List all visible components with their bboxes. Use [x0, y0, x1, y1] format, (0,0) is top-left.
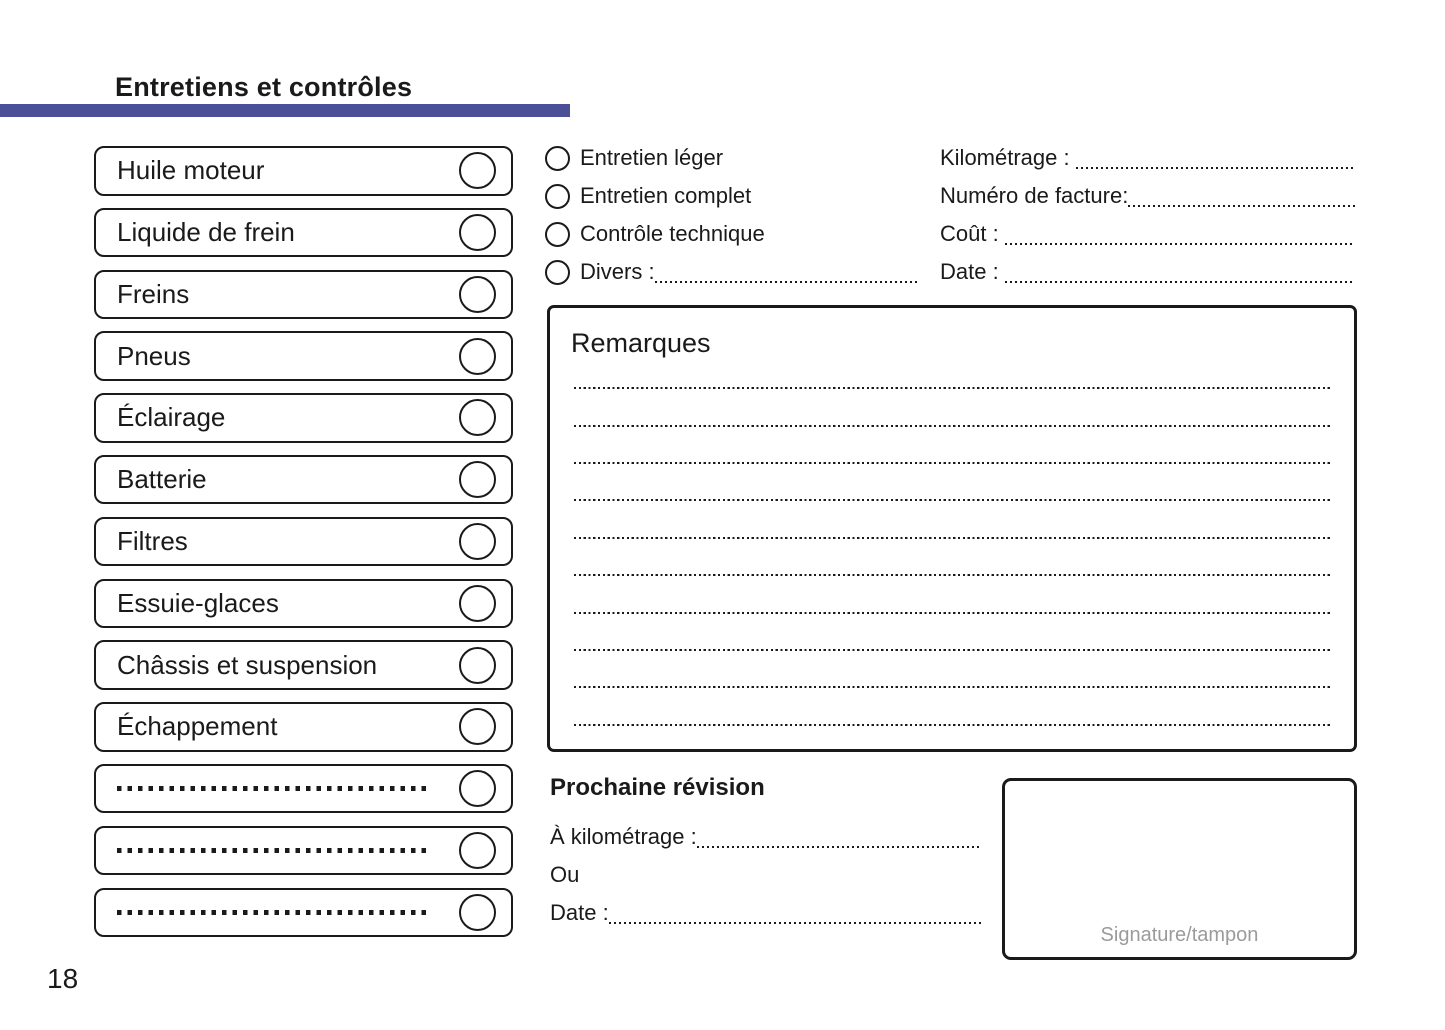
checkbox-circle[interactable] — [459, 399, 496, 437]
page-title: Entretiens et contrôles — [115, 72, 413, 102]
field-label: Date : — [550, 900, 609, 925]
option-divers: Divers : — [545, 253, 917, 291]
write-in-leader-line — [1128, 204, 1355, 207]
write-in-leader-line — [1004, 280, 1355, 283]
service-type-options: Entretien léger Entretien complet Contrô… — [545, 139, 917, 291]
radio-circle[interactable] — [545, 183, 570, 209]
remarks-lines — [574, 352, 1330, 726]
checklist-row-liquide-de-frein: Liquide de frein — [94, 207, 513, 258]
write-in-leader-line — [1004, 242, 1355, 245]
field-label: À kilométrage : — [550, 824, 697, 849]
blank-write-in-line — [117, 909, 429, 915]
field-kilometrage: Kilométrage : — [940, 139, 1355, 177]
option-label: Entretien léger — [580, 145, 724, 170]
checkbox-circle[interactable] — [459, 337, 496, 375]
field-numero-de-facture: Numéro de facture: — [940, 177, 1355, 215]
checkbox-circle[interactable] — [459, 646, 496, 684]
write-in-leader-line — [696, 845, 982, 848]
option-controle-technique: Contrôle technique — [545, 215, 917, 253]
invoice-fields: Kilométrage : Numéro de facture: Coût : … — [940, 139, 1355, 291]
checkbox-circle[interactable] — [459, 214, 496, 252]
checklist-row-filtres: Filtres — [94, 516, 513, 567]
checkbox-circle[interactable] — [459, 893, 496, 931]
remark-line — [574, 651, 1330, 689]
checklist-item-label: Éclairage — [117, 402, 226, 433]
option-label: Divers : — [580, 259, 655, 284]
write-in-leader-line — [608, 921, 982, 924]
option-label: Entretien complet — [580, 183, 752, 208]
checkbox-circle[interactable] — [459, 523, 496, 561]
option-entretien-leger: Entretien léger — [545, 139, 917, 177]
signature-stamp-area: Signature/tampon — [1002, 778, 1357, 960]
remark-line — [574, 352, 1330, 390]
checklist-item-label: Échappement — [117, 711, 278, 742]
field-label: Date : — [940, 259, 1005, 284]
field-label: Kilométrage : — [940, 145, 1076, 170]
remarks-box: Remarques — [547, 305, 1357, 752]
remark-line — [574, 389, 1330, 427]
checklist-row-chassis-et-suspension: Châssis et suspension — [94, 640, 513, 690]
field-cout: Coût : — [940, 215, 1355, 253]
checkbox-circle[interactable] — [459, 708, 496, 746]
next-service-ou: Ou — [550, 856, 982, 894]
checkbox-circle[interactable] — [459, 584, 496, 622]
page-number: 18 — [47, 963, 79, 994]
option-entretien-complet: Entretien complet — [545, 177, 917, 215]
remark-line — [574, 426, 1330, 465]
remark-line — [574, 464, 1330, 502]
checkbox-circle[interactable] — [459, 461, 496, 499]
blank-write-in-line — [117, 848, 429, 854]
field-label: Ou — [550, 862, 580, 887]
field-label: Coût : — [940, 221, 1005, 246]
radio-circle[interactable] — [545, 145, 570, 171]
next-service-title: Prochaine révision — [550, 774, 765, 801]
write-in-leader-line — [1075, 166, 1355, 169]
remark-line — [574, 538, 1330, 577]
radio-circle[interactable] — [545, 259, 570, 285]
checklist-item-label: Essuie-glaces — [117, 587, 279, 618]
option-label: Contrôle technique — [580, 221, 765, 246]
checklist-item-label: Châssis et suspension — [117, 649, 378, 680]
signature-stamp-label: Signature/tampon — [1100, 924, 1259, 946]
checklist-row-eclairage: Éclairage — [94, 393, 513, 443]
checklist-item-label: Liquide de frein — [117, 217, 295, 248]
checklist-row-freins: Freins — [94, 269, 513, 320]
checklist-row-essuie-glaces: Essuie-glaces — [94, 578, 513, 629]
remark-line — [574, 501, 1330, 539]
checklist-row-blank-3 — [94, 887, 513, 938]
checklist-row-blank-1 — [94, 763, 513, 814]
checklist-item-label: Pneus — [117, 340, 191, 371]
checklist-item-label: Batterie — [117, 464, 207, 495]
checklist-item-label: Freins — [117, 278, 190, 309]
next-service-kilometrage: À kilométrage : — [550, 818, 982, 856]
write-in-leader-line — [654, 280, 917, 283]
checklist-row-batterie: Batterie — [94, 454, 513, 505]
checklist-row-echappement: Échappement — [94, 702, 513, 752]
next-service-date: Date : — [550, 894, 982, 932]
checklist-row-pneus: Pneus — [94, 331, 513, 381]
checklist-item-label: Huile moteur — [117, 155, 265, 186]
checklist-row-blank-2 — [94, 825, 513, 876]
checkbox-circle[interactable] — [459, 770, 496, 808]
title-accent-bar — [0, 104, 570, 117]
checklist-row-huile-moteur: Huile moteur — [94, 146, 513, 196]
field-date: Date : — [940, 253, 1355, 291]
remark-line — [574, 688, 1330, 726]
radio-circle[interactable] — [545, 221, 570, 247]
checkbox-circle[interactable] — [459, 275, 496, 313]
field-label: Numéro de facture: — [940, 183, 1129, 208]
blank-write-in-line — [117, 786, 429, 792]
remark-line — [574, 613, 1330, 652]
checkbox-circle[interactable] — [459, 832, 496, 870]
checklist: Huile moteur Liquide de frein Freins Pne… — [94, 146, 513, 938]
checklist-item-label: Filtres — [117, 526, 188, 557]
checkbox-circle[interactable] — [459, 152, 496, 190]
next-service-section: Prochaine révision À kilométrage : Ou Da… — [550, 774, 982, 932]
remark-line — [574, 576, 1330, 614]
